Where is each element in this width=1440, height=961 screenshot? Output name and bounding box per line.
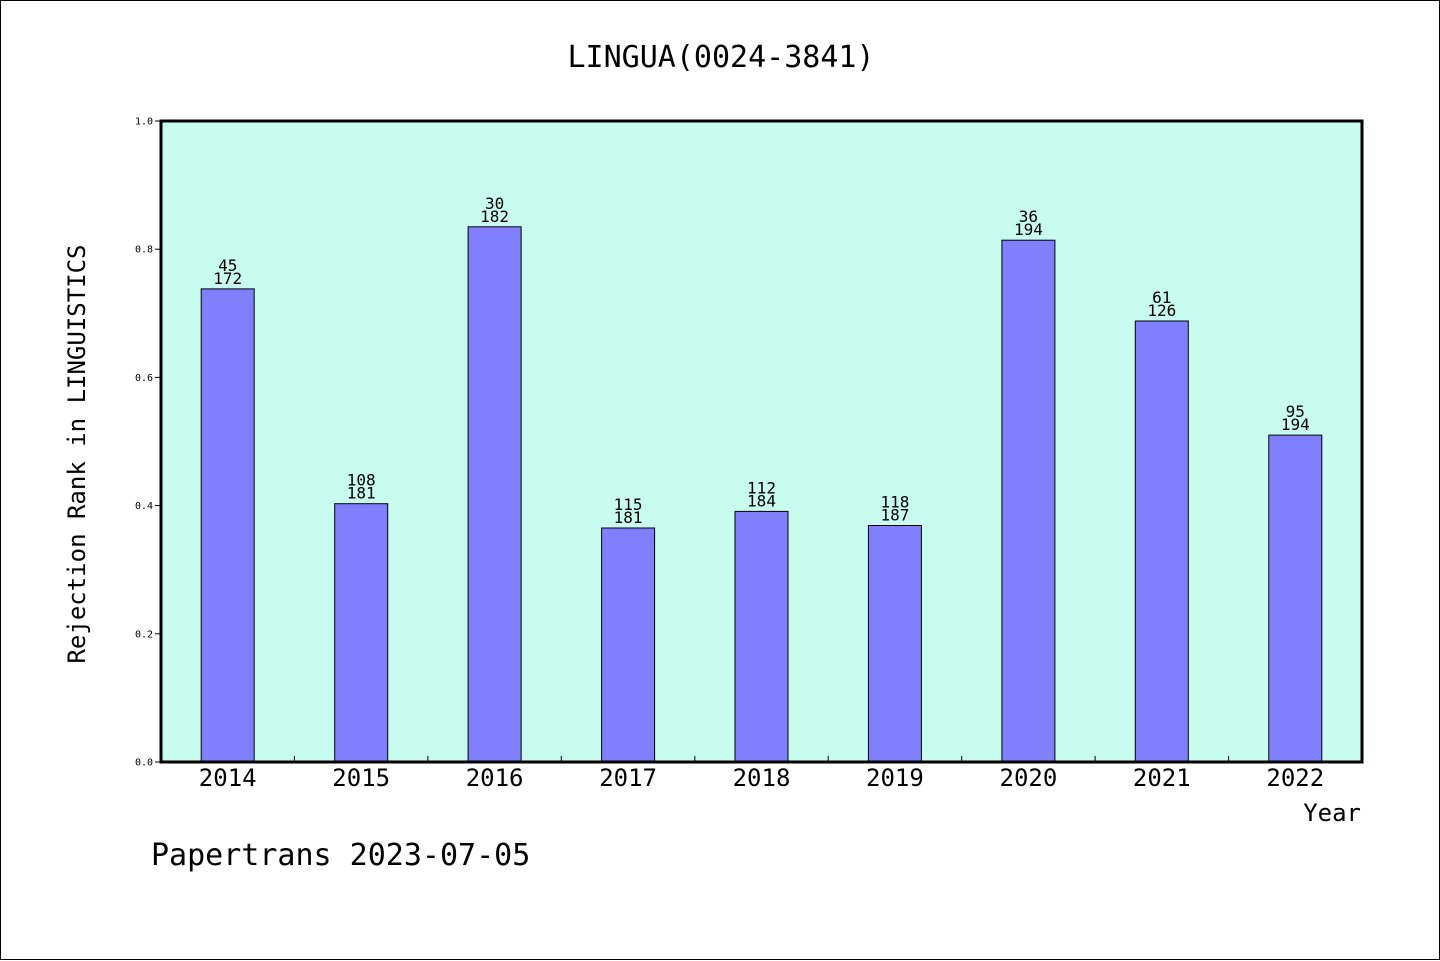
- y-tick-label: 0.6: [135, 373, 153, 384]
- footer-credit: Papertrans 2023-07-05: [151, 838, 530, 873]
- bar-total-label: 184: [747, 491, 776, 510]
- bar-2020: [1001, 239, 1056, 763]
- y-tick-label: 0.4: [135, 501, 153, 512]
- bar-2022: [1268, 434, 1323, 763]
- x-tick-label: 2014: [199, 764, 257, 792]
- plot-border: [159, 119, 1364, 764]
- x-tick-label: 2016: [466, 764, 524, 792]
- x-tick-label: 2019: [866, 764, 924, 792]
- y-tick-label: 1.0: [135, 117, 153, 128]
- bar-total-label: 194: [1014, 220, 1043, 239]
- bar-rank-label: 45: [218, 256, 237, 275]
- bar-2016: [467, 226, 522, 763]
- bar-2015: [334, 503, 389, 763]
- bar-total-label: 181: [347, 484, 376, 503]
- chart-title: LINGUA(0024-3841): [567, 40, 874, 75]
- bar-total-label: 126: [1147, 301, 1176, 320]
- bars-group: [200, 226, 1323, 763]
- bar-total-label: 181: [614, 508, 643, 527]
- bar-total-label: 187: [880, 506, 909, 525]
- bar-rank-label: 61: [1152, 288, 1171, 307]
- x-tick-label: 2022: [1266, 764, 1324, 792]
- bar-total-label: 172: [213, 269, 242, 288]
- bar-2018: [734, 510, 789, 763]
- x-tick-label: 2017: [599, 764, 657, 792]
- bar-total-label: 194: [1281, 415, 1310, 434]
- x-axis-ticks: 2014 2015 2016 2017 2018 2019 2020 2021 2022: [199, 756, 1324, 792]
- bar-rank-label: 95: [1286, 402, 1305, 421]
- y-tick-label: 0.8: [135, 245, 153, 256]
- bar-rank-label: 36: [1019, 207, 1038, 226]
- bar-rank-label: 115: [614, 495, 643, 514]
- x-axis-label: Year: [1303, 799, 1361, 827]
- bar-2019: [867, 525, 922, 763]
- bar-rank-label: 112: [747, 478, 776, 497]
- bar-total-label: 182: [480, 207, 509, 226]
- bar-rank-label: 108: [347, 471, 376, 490]
- x-tick-label: 2020: [1000, 764, 1058, 792]
- x-tick-label: 2018: [733, 764, 791, 792]
- bar-2017: [601, 527, 656, 763]
- bar-rank-label: 118: [880, 493, 909, 512]
- bar-2014: [200, 288, 255, 763]
- y-axis-label: Rejection Rank in LINGUISTICS: [63, 244, 91, 663]
- bar-rank-label: 30: [485, 194, 504, 213]
- bar-2021: [1134, 320, 1189, 763]
- y-tick-label: 0.0: [135, 758, 153, 769]
- y-tick-label: 0.2: [135, 629, 153, 640]
- x-tick-label: 2015: [332, 764, 390, 792]
- y-axis-ticks: 0.0 0.2 0.4 0.6 0.8 1.0: [135, 117, 161, 769]
- x-tick-label: 2021: [1133, 764, 1191, 792]
